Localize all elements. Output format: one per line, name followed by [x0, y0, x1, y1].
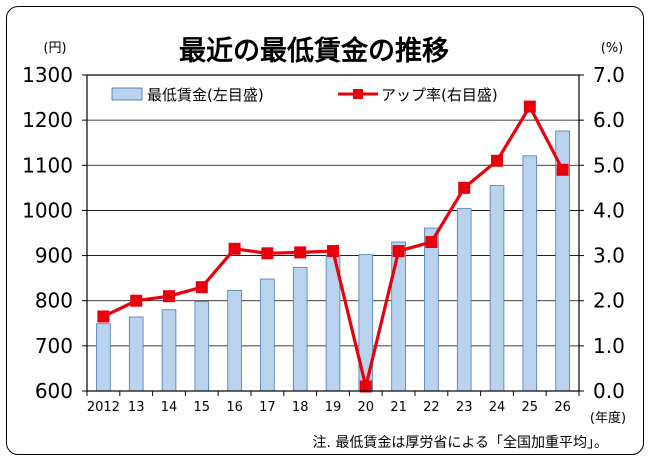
bar-series [96, 130, 570, 392]
legend-line-marker [353, 89, 363, 99]
line-marker [261, 247, 274, 260]
right-tick-label: 2.0 [593, 289, 625, 313]
bar [260, 278, 275, 392]
line-marker [97, 310, 110, 323]
line-marker [392, 245, 405, 258]
left-tick-label: 1000 [22, 198, 73, 222]
x-tick-label: 14 [161, 400, 178, 415]
bar [522, 155, 538, 392]
right-tick-label: 7.0 [593, 63, 625, 87]
x-tick-label: 23 [456, 400, 473, 415]
bar [456, 208, 472, 392]
x-tick-label: 24 [489, 400, 506, 415]
x-tick-label: 21 [390, 400, 407, 415]
line-marker [425, 236, 438, 249]
right-tick-label: 3.0 [593, 244, 625, 268]
bar [489, 185, 505, 392]
x-tick-label: 17 [259, 400, 276, 415]
right-tick-label: 4.0 [593, 198, 625, 222]
axes [82, 74, 584, 396]
left-tick-label: 800 [35, 289, 73, 313]
right-tick-label: 5.0 [593, 153, 625, 177]
x-tick-label: 15 [194, 400, 211, 415]
plot-area-border [86, 74, 580, 392]
legend-line-label: アップ率(右目盛) [381, 86, 498, 104]
x-tick-label: 18 [292, 400, 309, 415]
bar [128, 316, 144, 392]
bar [227, 289, 242, 392]
right-tick-label: 0.0 [593, 379, 625, 403]
tick-labels: 600 700 800 900 1000 1100 1200 1300 0.0 1.0 2.0 3.0… [22, 63, 625, 415]
bar [96, 323, 111, 392]
left-tick-label: 600 [35, 379, 73, 403]
line-marker [523, 100, 536, 113]
footnote: 注. 最低賃金は厚労省による「全国加重平均」。 [313, 434, 608, 451]
line-marker [359, 380, 372, 393]
bar [292, 266, 308, 392]
x-tick-label: 25 [522, 400, 539, 415]
line-marker [458, 181, 471, 194]
bar [161, 309, 177, 392]
legend-bar-label: 最低賃金(左目盛) [147, 86, 264, 104]
line-marker [228, 242, 241, 255]
x-tick-label: 13 [128, 400, 145, 415]
x-axis-unit: (年度) [590, 410, 626, 426]
x-tick-label: 2012 [87, 400, 120, 415]
line-marker [327, 245, 339, 258]
line-marker [556, 163, 569, 176]
bar [424, 227, 439, 392]
right-tick-label: 1.0 [593, 334, 625, 358]
chart-frame [6, 6, 644, 455]
left-tick-label: 900 [35, 244, 73, 268]
line-marker [491, 154, 503, 167]
line-series [97, 100, 569, 393]
legend: 最低賃金(左目盛) アップ率(右目盛) [111, 86, 498, 104]
right-tick-label: 6.0 [593, 108, 625, 132]
line-marker [195, 281, 208, 294]
line-marker [163, 290, 175, 303]
right-axis-unit: (%) [601, 41, 624, 56]
left-tick-label: 1300 [22, 63, 73, 87]
line-marker [294, 246, 307, 259]
left-tick-label: 700 [35, 334, 73, 358]
bar [194, 301, 210, 392]
x-tick-label: 20 [358, 400, 375, 415]
x-tick-label: 26 [554, 400, 571, 415]
left-axis-unit: (円) [43, 41, 66, 56]
line-marker [130, 294, 143, 307]
left-tick-label: 1100 [22, 153, 73, 177]
x-tick-label: 22 [423, 400, 440, 415]
left-tick-label: 1200 [22, 108, 73, 132]
legend-bar-swatch [111, 87, 143, 101]
x-tick-label: 19 [325, 400, 342, 415]
x-tick-label: 16 [226, 400, 243, 415]
chart-title: 最近の最低賃金の推移 [179, 35, 449, 67]
